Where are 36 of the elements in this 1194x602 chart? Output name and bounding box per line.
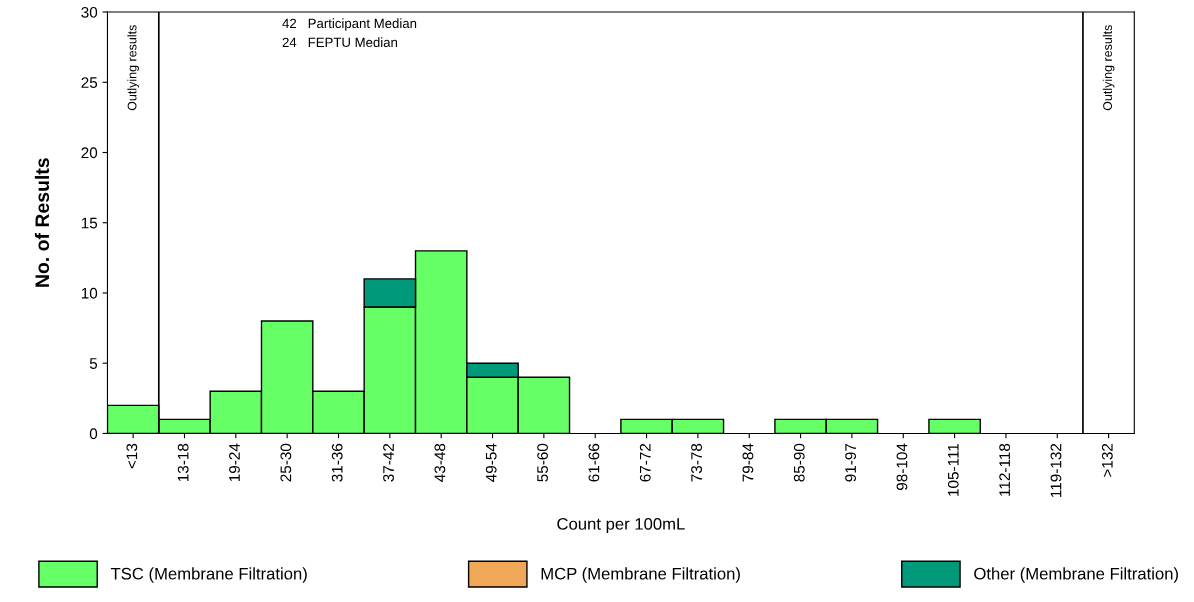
annotation: Outlying results bbox=[1102, 25, 1115, 111]
y-axis-title: No. of Results bbox=[34, 158, 50, 287]
x-tick-label: >132 bbox=[1101, 443, 1113, 477]
x-tick-label: 43-48 bbox=[434, 443, 446, 482]
annotation: 24 FEPTU Median bbox=[282, 37, 398, 48]
x-tick-label: 73-78 bbox=[691, 443, 702, 482]
legend-label: TSC (Membrane Filtration) bbox=[110, 567, 307, 583]
x-tick-label: 98-104 bbox=[896, 443, 908, 491]
x-tick-label: 55-60 bbox=[537, 443, 548, 482]
annotation: 42 Participant Median bbox=[282, 18, 417, 31]
y-tick-label: 25 bbox=[81, 77, 98, 88]
x-tick-label: 61-66 bbox=[588, 443, 600, 482]
x-tick-label: 85-90 bbox=[793, 443, 805, 482]
x-tick-label: 79-84 bbox=[742, 443, 754, 482]
y-tick-label: 30 bbox=[81, 6, 98, 18]
y-tick-label: 10 bbox=[81, 287, 98, 299]
x-tick-label: 37-42 bbox=[383, 443, 394, 482]
legend-label: MCP (Membrane Filtration) bbox=[541, 567, 740, 583]
y-tick-label: 20 bbox=[81, 147, 98, 159]
x-tick-label: 112-118 bbox=[999, 443, 1011, 496]
x-axis-title: Count per 100mL bbox=[557, 517, 685, 534]
x-tick-label: <13 bbox=[126, 443, 138, 469]
x-tick-label: 49-54 bbox=[485, 443, 497, 482]
x-tick-label: 19-24 bbox=[229, 443, 240, 482]
legend-label: Other (Membrane Filtration) bbox=[974, 567, 1178, 583]
y-tick-label: 0 bbox=[89, 428, 98, 440]
x-tick-label: 13-18 bbox=[177, 443, 189, 482]
annotation: Outlying results bbox=[127, 25, 139, 111]
x-tick-label: 67-72 bbox=[639, 443, 651, 482]
x-tick-label: 91-97 bbox=[845, 443, 857, 482]
x-tick-label: 119-132 bbox=[1050, 443, 1062, 497]
x-tick-label: 31-36 bbox=[331, 443, 343, 482]
x-tick-label: 25-30 bbox=[280, 443, 292, 482]
y-tick-label: 5 bbox=[89, 358, 98, 369]
x-tick-label: 105-111 bbox=[947, 443, 959, 496]
y-tick-label: 15 bbox=[81, 217, 98, 229]
